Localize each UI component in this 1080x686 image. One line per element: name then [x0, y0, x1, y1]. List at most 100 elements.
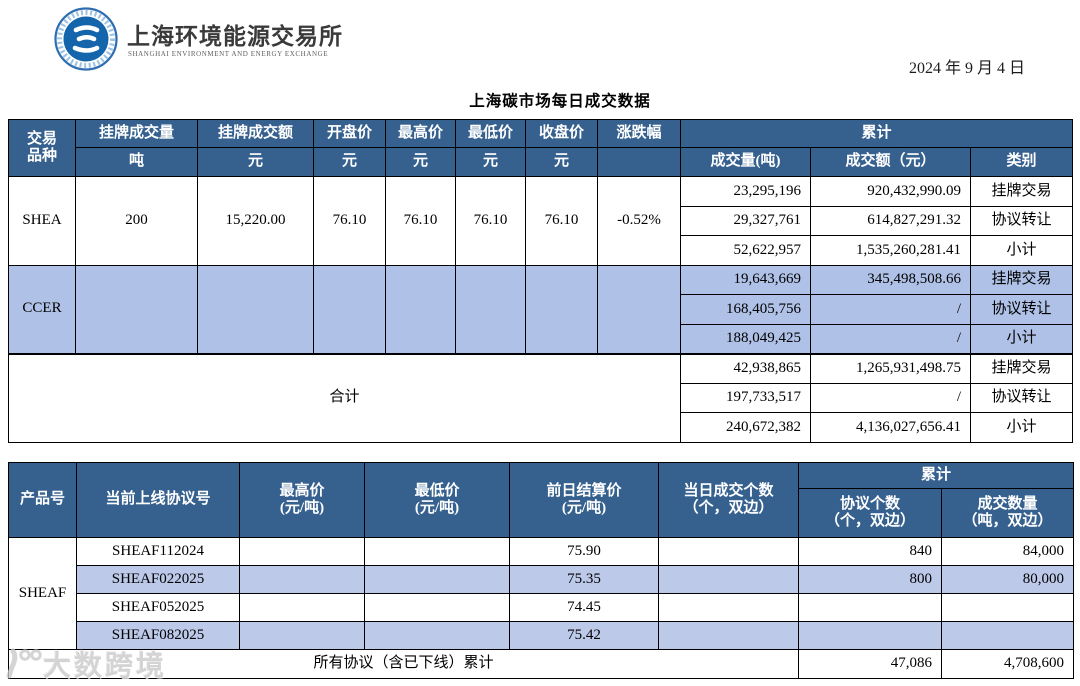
t2-header-low: 最低价 (元/吨)	[364, 462, 510, 538]
t2-header-cum-count: 协议个数 （个，双边）	[798, 488, 942, 538]
low-cell	[364, 621, 510, 650]
category-cell: 协议转让	[969, 382, 1074, 413]
t1-unit-listed-volume: 吨	[75, 147, 198, 177]
t1-shea-open: 76.10	[313, 176, 386, 266]
category-cell: 挂牌交易	[969, 352, 1074, 384]
cum-amount-cell: 345,498,508.66	[810, 264, 971, 295]
category-cell: 挂牌交易	[969, 176, 1074, 207]
page-title: 上海碳市场每日成交数据	[469, 93, 651, 110]
t2-row-sheaf082025: SHEAF082025 75.42	[9, 621, 1075, 650]
t2-row-sheaf022025: SHEAF022025 75.35 800 80,000	[9, 565, 1075, 594]
t2-header-row-1: 产品号 当前上线协议号 最高价 (元/吨) 最低价 (元/吨) 前日结算价 (元…	[8, 462, 1075, 538]
t1-header-row-1: 交易 品种 挂牌成交量 挂牌成交额 开盘价 最高价 最低价 收盘价 涨跌幅 累计	[8, 119, 1074, 177]
cum-amount-cell: 1,265,931,498.75	[810, 352, 971, 384]
t1-ccer-empty	[197, 264, 314, 354]
org-name-cn: 上海环境能源交易所	[127, 24, 343, 49]
cum-amount-cell: /	[810, 294, 971, 325]
cum-volume-cell: 23,295,196	[680, 176, 811, 207]
high-cell	[239, 621, 365, 650]
t1-unit-change	[597, 147, 681, 177]
t1-shea-listed-amount: 15,220.00	[197, 176, 314, 266]
cum-count-cell: 47,086	[798, 649, 942, 679]
t1-header-product: 交易 品种	[8, 119, 76, 177]
cum-count-cell	[798, 593, 942, 622]
t2-product-name: SHEAF	[8, 537, 77, 650]
t1-header-high: 最高价	[385, 119, 456, 148]
t1-shea-close: 76.10	[525, 176, 598, 266]
daily-market-table: 交易 品种 挂牌成交量 挂牌成交额 开盘价 最高价 最低价 收盘价 涨跌幅 累计…	[8, 119, 1074, 443]
agreement-cell: SHEAF022025	[76, 565, 240, 594]
t1-unit-open: 元	[313, 147, 386, 177]
category-cell: 挂牌交易	[969, 264, 1074, 295]
cum-amount-cell: /	[810, 382, 971, 413]
cum-amount-cell: 4,136,027,656.41	[810, 412, 971, 443]
cum-volume-cell: 52,622,957	[680, 235, 811, 266]
cum-amount-cell: 1,535,260,281.41	[810, 235, 971, 266]
t1-total-row-1: 合计 42,938,865 1,265,931,498.75 挂牌交易	[8, 352, 1074, 443]
t1-unit-close: 元	[525, 147, 598, 177]
prev-settle-cell: 74.45	[509, 593, 659, 622]
t2-header-high: 最高价 (元/吨)	[239, 462, 365, 538]
t1-shea-high: 76.10	[385, 176, 456, 266]
high-cell	[239, 565, 365, 594]
cum-count-cell: 840	[798, 537, 942, 566]
t1-total-row-2: 197,733,517 / 协议转让	[9, 382, 1074, 413]
t1-ccer-row-2: 168,405,756 / 协议转让	[9, 294, 1074, 325]
t1-shea-row-2: 29,327,761 614,827,291.32 协议转让	[9, 205, 1074, 236]
t2-header-row-2: 协议个数 （个，双边） 成交数量 （吨，双边）	[9, 488, 1075, 538]
t2-footer-row: 所有协议（含已下线）累计 47,086 4,708,600	[8, 649, 1075, 679]
agreement-cell: SHEAF052025	[76, 593, 240, 622]
cum-volume-cell	[940, 593, 1075, 622]
low-cell	[364, 593, 510, 622]
category-cell: 小计	[969, 412, 1074, 443]
t1-header-low: 最低价	[455, 119, 526, 148]
t1-total-label: 合计	[8, 352, 681, 443]
cum-amount-cell: /	[810, 323, 971, 354]
t1-header-cumulative: 累计	[679, 119, 1074, 148]
category-cell: 小计	[969, 235, 1074, 266]
cum-volume-cell: 168,405,756	[680, 294, 811, 325]
cum-volume-cell: 240,672,382	[680, 412, 811, 443]
t1-header-change: 涨跌幅	[597, 119, 681, 148]
high-cell	[239, 593, 365, 622]
t1-header-cum-volume: 成交量(吨)	[680, 147, 811, 177]
cum-volume-cell: 80,000	[940, 565, 1075, 594]
t2-header-product: 产品号	[8, 462, 77, 538]
t1-ccer-empty	[597, 264, 681, 354]
t2-row-sheaf052025: SHEAF052025 74.45	[9, 593, 1075, 622]
t1-ccer-row-3: 188,049,425 / 小计	[9, 323, 1074, 354]
t1-shea-row-1: SHEA 200 15,220.00 76.10 76.10 76.10 76.…	[8, 176, 1074, 266]
cum-count-cell	[798, 621, 942, 650]
cum-count-cell: 800	[798, 565, 942, 594]
t1-total-row-3: 240,672,382 4,136,027,656.41 小计	[9, 412, 1074, 443]
cum-volume-cell: 4,708,600	[940, 649, 1075, 679]
cum-volume-cell: 84,000	[940, 537, 1075, 566]
t1-shea-change: -0.52%	[597, 176, 681, 266]
day-count-cell	[658, 537, 799, 566]
day-count-cell	[658, 621, 799, 650]
prev-settle-cell: 75.90	[509, 537, 659, 566]
t1-header-close: 收盘价	[525, 119, 598, 148]
t2-header-prev-settle: 前日结算价 (元/吨)	[509, 462, 659, 538]
prev-settle-cell: 75.35	[509, 565, 659, 594]
prev-settle-cell: 75.42	[509, 621, 659, 650]
t1-ccer-empty	[313, 264, 386, 354]
cum-amount-cell: 614,827,291.32	[810, 205, 971, 236]
agreement-cell: SHEAF112024	[76, 537, 240, 566]
cum-volume-cell: 188,049,425	[680, 323, 811, 354]
t2-header-agreement: 当前上线协议号	[76, 462, 240, 538]
t2-header-cum-volume: 成交数量 （吨，双边）	[940, 488, 1075, 538]
forward-products-table: 产品号 当前上线协议号 最高价 (元/吨) 最低价 (元/吨) 前日结算价 (元…	[8, 462, 1075, 679]
report-date: 2024 年 9 月 4 日	[908, 60, 1025, 77]
t1-header-listed-volume: 挂牌成交量	[75, 119, 198, 148]
t2-row-sheaf112024: SHEAF SHEAF112024 75.90 840 84,000	[8, 537, 1075, 650]
org-name-en: SHANGHAI ENVIRONMENT AND ENERGY EXCHANGE	[128, 50, 329, 58]
t1-unit-high: 元	[385, 147, 456, 177]
t1-header-open: 开盘价	[313, 119, 386, 148]
cum-amount-cell: 920,432,990.09	[810, 176, 971, 207]
t1-header-listed-amount: 挂牌成交额	[197, 119, 314, 148]
t1-ccer-empty	[385, 264, 456, 354]
category-cell: 协议转让	[969, 294, 1074, 325]
t1-ccer-name: CCER	[8, 264, 76, 354]
